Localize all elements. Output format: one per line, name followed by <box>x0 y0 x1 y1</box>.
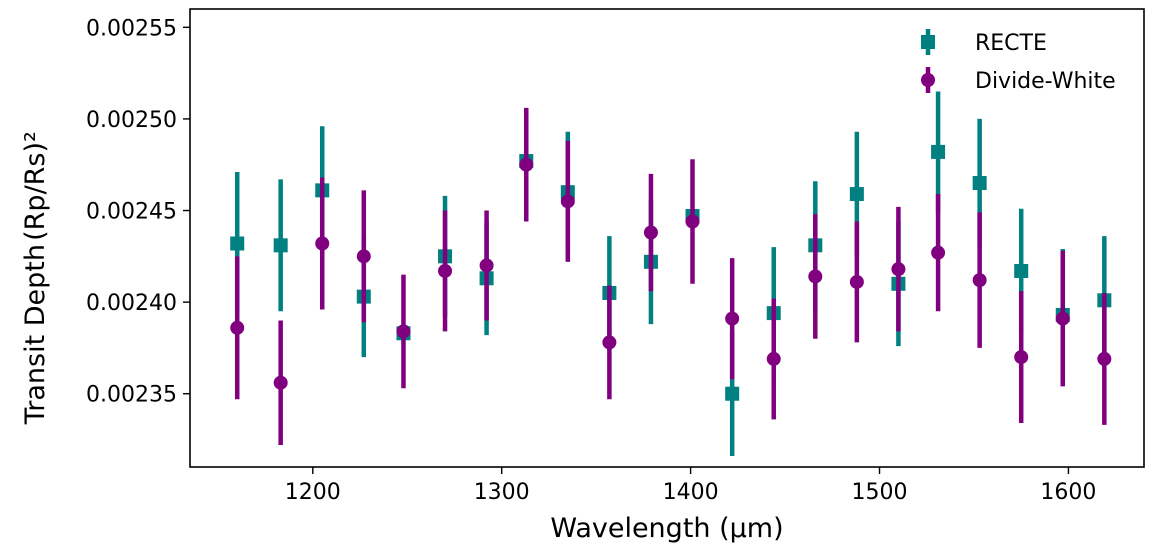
x-axis-ticks: 1200 1300 1400 1500 1600 <box>285 467 1096 505</box>
y-axis-label-math: (Rp/Rs)² <box>20 131 51 241</box>
legend-item: RECTE <box>921 29 1047 56</box>
y-tick-label: 0.00240 <box>86 291 177 316</box>
data-point <box>849 187 864 202</box>
data-point <box>479 258 494 273</box>
legend-item: Divide-White <box>921 67 1116 94</box>
data-point <box>808 269 823 284</box>
data-point <box>315 236 330 251</box>
data-point <box>1014 350 1029 365</box>
legend-marker <box>921 73 935 87</box>
data-point <box>891 262 906 277</box>
data-point <box>1097 351 1112 366</box>
data-point <box>931 144 946 159</box>
data-point <box>273 238 288 253</box>
legend-label: Divide-White <box>975 69 1116 94</box>
y-axis-ticks: 0.00235 0.00240 0.00245 0.00250 0.00255 <box>86 16 190 408</box>
x-tick-label: 1300 <box>474 480 530 505</box>
y-tick-label: 0.00245 <box>86 200 177 225</box>
data-point <box>643 225 658 240</box>
data-point <box>519 157 534 172</box>
legend-marker <box>921 35 935 49</box>
x-tick-label: 1500 <box>852 480 908 505</box>
y-axis-label-group: Transit Depth (Rp/Rs)² <box>20 131 51 425</box>
data-point <box>230 320 245 335</box>
data-point <box>972 273 987 288</box>
x-tick-label: 1200 <box>285 480 341 505</box>
data-point <box>1055 311 1070 326</box>
x-tick-label: 1600 <box>1040 480 1096 505</box>
data-point <box>849 274 864 289</box>
data-point <box>931 245 946 260</box>
legend-label: RECTE <box>975 31 1047 56</box>
y-tick-label: 0.00255 <box>86 16 177 41</box>
y-tick-label: 0.00235 <box>86 383 177 408</box>
chart-marks <box>230 91 1112 457</box>
data-point <box>725 311 740 326</box>
data-point <box>438 263 453 278</box>
legend: RECTE Divide-White <box>921 29 1116 94</box>
data-point <box>396 324 411 339</box>
plot-frame <box>189 8 1145 468</box>
data-point <box>766 351 781 366</box>
data-point <box>602 335 617 350</box>
y-axis-label: Transit Depth <box>20 244 51 425</box>
data-point <box>972 176 987 191</box>
x-axis-label: Wavelength (μm) <box>550 513 783 544</box>
data-point <box>1014 263 1029 278</box>
series-divide-white <box>230 107 1112 446</box>
data-point <box>685 214 700 229</box>
data-point <box>230 236 245 251</box>
data-point <box>560 194 575 209</box>
y-tick-label: 0.00250 <box>86 108 177 133</box>
data-point <box>725 386 740 401</box>
data-point <box>273 375 288 390</box>
data-point <box>356 249 371 264</box>
x-tick-label: 1400 <box>663 480 719 505</box>
